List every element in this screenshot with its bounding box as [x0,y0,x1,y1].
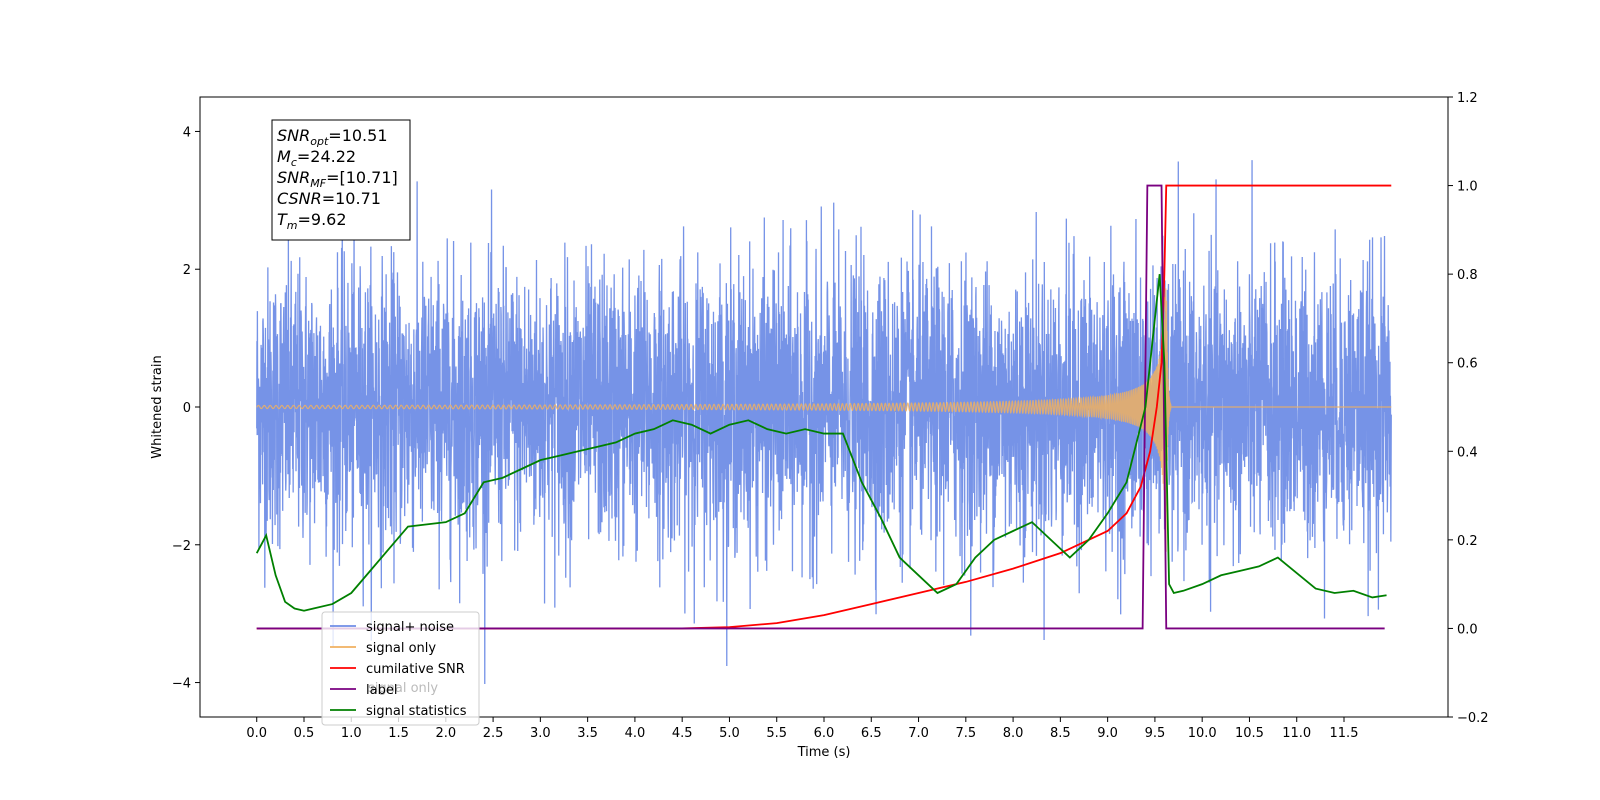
annotation-symbol: SNR [277,168,310,187]
annotation-value: =24.22 [297,147,356,166]
annotation-line: CSNR=10.71 [277,189,381,208]
series-signal-statistics [255,274,1387,612]
y-tick-label: −2 [172,539,191,554]
series-signal-noise [256,160,1392,685]
y2-tick-label: 0.4 [1457,445,1478,460]
x-tick-label: 8.5 [1050,726,1071,741]
annotation-symbol: T [277,210,288,229]
annotation-line: Mc=24.22 [277,147,356,169]
x-tick-label: 9.0 [1097,726,1118,741]
y-axis-label: Whitened strain [150,355,165,458]
x-tick-label: 0.0 [246,726,267,741]
x-tick-label: 5.5 [766,726,787,741]
annotation-symbol: SNR [277,126,310,145]
x-tick-label: 9.5 [1145,726,1166,741]
legend-label: cumilative SNR [366,662,465,677]
annotation-box: SNRopt=10.51Mc=24.22SNRMF=[10.71]CSNR=10… [271,119,411,241]
annotation-value: =10.51 [328,126,387,145]
x-tick-label: 4.0 [625,726,646,741]
x-tick-label: 1.0 [341,726,362,741]
annotation-symbol: M [277,147,291,166]
series-cumulative-snr [256,184,1392,630]
annotation-line: SNRMF=[10.71] [277,168,398,190]
plot-area [255,160,1392,685]
annotation-subscript: opt [310,135,329,148]
series-signal-only [256,288,1392,552]
x-tick-label: 6.5 [861,726,882,741]
y-tick-label: 4 [183,125,191,140]
y2-tick-label: 1.0 [1457,180,1478,195]
x-tick-label: 10.0 [1188,726,1217,741]
y2-tick-label: 1.2 [1457,91,1478,106]
annotation-value: =[10.71] [326,168,398,187]
x-tick-label: 8.0 [1003,726,1024,741]
x-tick-label: 2.5 [483,726,504,741]
legend-label: signal only [366,641,436,656]
legend-frame [321,611,480,726]
legend-label: signal+ noise [366,620,454,635]
y-tick-label: 0 [183,401,191,416]
x-tick-label: 4.5 [672,726,693,741]
x-tick-label: 1.5 [388,726,409,741]
x-tick-label: 7.0 [908,726,929,741]
x-tick-label: 6.0 [814,726,835,741]
y2-tick-label: 0.2 [1457,534,1478,549]
x-tick-label: 11.5 [1330,726,1359,741]
legend-label: signal statistics [366,704,467,719]
annotation-subscript: m [287,219,298,232]
x-axis-label: Time (s) [797,745,851,760]
annotation-subscript: MF [310,177,326,190]
legend: signal only signal+ noise signal only cumil… [321,611,480,726]
x-tick-label: 3.5 [577,726,598,741]
y-tick-label: 2 [183,263,191,278]
x-tick-label: 3.0 [530,726,551,741]
x-tick-label: 2.0 [435,726,456,741]
y-tick-label: −4 [172,677,191,692]
x-tick-label: 5.0 [719,726,740,741]
x-tick-label: 10.5 [1235,726,1264,741]
y2-tick-label: 0.6 [1457,357,1478,372]
series-label [256,184,1385,630]
y2-tick-label: −0.2 [1457,711,1489,726]
annotation-frame [271,119,411,241]
annotation-line: Tm=9.62 [277,210,347,232]
x-tick-label: 7.5 [955,726,976,741]
y2-tick-label: 0.8 [1457,268,1478,283]
axes: 0.0 0.5 1.0 1.5 2.0 2.5 3.0 3.5 4.0 4.5 5.0 5.5 6.0 6… [150,91,1489,760]
annotation-symbol: CSNR [277,189,322,208]
annotation-value: =10.71 [322,189,381,208]
x-tick-label: 0.5 [294,726,315,741]
annotation-value: =9.62 [298,210,347,229]
annotation-line: SNRopt=10.51 [277,126,388,148]
legend-ghost-text: signal only [368,681,438,696]
annotation-subscript: c [291,156,297,169]
x-tick-label: 11.0 [1282,726,1311,741]
legend-label: label [366,683,397,698]
y2-tick-label: 0.0 [1457,622,1478,637]
